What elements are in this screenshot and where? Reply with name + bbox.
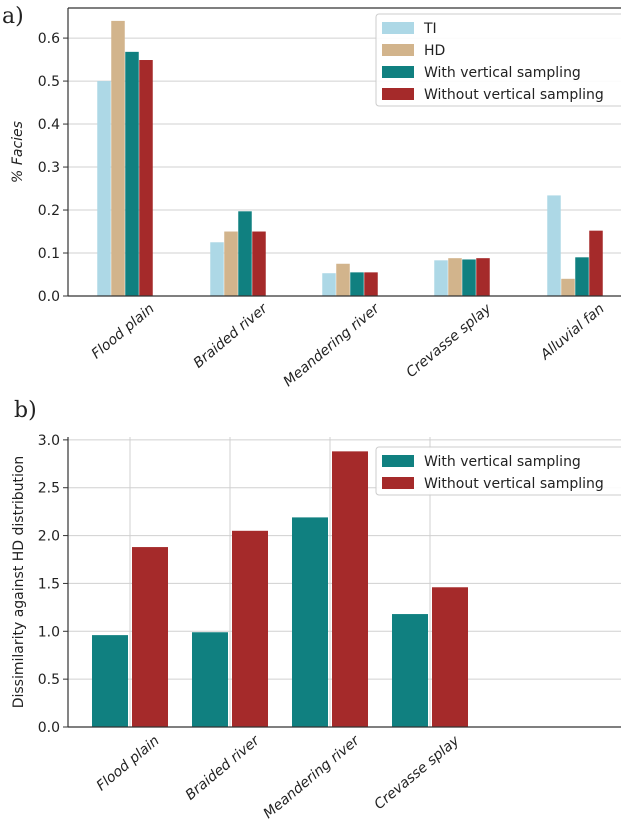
chart-a-ytick-label: 0.2 [38, 203, 60, 219]
chart-b-bar-without-vertical-sampling-meandering-river [332, 451, 368, 727]
chart-a-bar-ti-crevasse-splay [434, 260, 448, 296]
chart-a-legend-label-with-vertical-sampling: With vertical sampling [424, 65, 581, 81]
chart-a-bar-without-vertical-sampling-meandering-river [364, 272, 378, 296]
chart-b-ytick-label: 1.5 [38, 576, 60, 592]
chart-a-ytick-label: 0.4 [38, 117, 60, 133]
chart-b-ytick-label: 2.0 [38, 529, 60, 545]
chart-b-xtick-label-braided-river: Braided river [183, 732, 264, 804]
chart-b-legend-swatch-without-vertical-sampling [382, 477, 414, 489]
chart-b-xtick-label-crevasse-splay: Crevasse splay [371, 732, 463, 813]
chart-a-bar-ti-alluvial-fan [547, 195, 561, 296]
chart-b-ytick-label: 3.0 [38, 433, 60, 449]
chart-a-xtick-label-crevasse-splay: Crevasse splay [403, 300, 495, 381]
chart-a-legend-swatch-with-vertical-sampling [382, 66, 414, 78]
chart-b-ytick-label: 2.5 [38, 481, 60, 497]
panel-a-label: a) [2, 4, 24, 29]
chart-a-legend-box [375, 13, 621, 107]
chart-b-ytick-label: 1.0 [38, 624, 60, 640]
chart-b-legend-label-without-vertical-sampling: Without vertical sampling [424, 476, 604, 492]
chart-b-bar-without-vertical-sampling-braided-river [232, 530, 268, 727]
chart-a-bar-hd-crevasse-splay [448, 258, 462, 296]
chart-b-bar-without-vertical-sampling-flood-plain [132, 547, 168, 727]
chart-b-bar-with-vertical-sampling-crevasse-splay [392, 614, 428, 727]
chart-a-legend-swatch-ti [382, 22, 414, 34]
chart-a-bar-without-vertical-sampling-crevasse-splay [476, 258, 490, 296]
chart-a-bar-with-vertical-sampling-alluvial-fan [575, 257, 589, 296]
chart-a-legend: TI HD With vertical sampling Without vertic… [375, 13, 621, 107]
chart-b-bar-without-vertical-sampling-crevasse-splay [432, 587, 468, 727]
chart-a-ylabel: % Facies [10, 121, 26, 183]
chart-b-legend-box [375, 446, 621, 496]
chart-a-bar-with-vertical-sampling-flood-plain [125, 51, 139, 297]
chart-b-legend-swatch-with-vertical-sampling [382, 455, 414, 467]
chart-b-xtick-label-meandering-river: Meandering river [261, 732, 364, 822]
chart-a-bar-with-vertical-sampling-meandering-river [350, 272, 364, 296]
panel-b-label: b) [14, 398, 37, 423]
chart-a-legend-label-hd: HD [424, 43, 445, 59]
chart-a-xtick-label-meandering-river: Meandering river [281, 300, 384, 390]
chart-a-bar-ti-meandering-river [322, 273, 336, 296]
chart-a-bar-hd-meandering-river [336, 263, 350, 296]
chart-a-legend-label-ti: TI [423, 21, 437, 37]
chart-b-legend: With vertical sampling Without vertical s… [375, 446, 621, 496]
chart-a-ytick-label: 0.1 [38, 246, 60, 262]
chart-a-bar-hd-flood-plain [111, 20, 125, 297]
chart-a-xtick-label-braided-river: Braided river [191, 300, 272, 372]
chart-a-bar-with-vertical-sampling-crevasse-splay [462, 259, 476, 296]
chart-a-ytick-label: 0.0 [38, 289, 60, 305]
chart-a: 0.0 0.1 0.2 0.3 0.4 0.5 0.6 Flood plain Braided … [10, 7, 621, 390]
chart-a-bar-ti-braided-river [210, 242, 224, 296]
chart-a-xtick-label-alluvial-fan: Alluvial fan [537, 301, 608, 364]
chart-a-legend-swatch-hd [382, 44, 414, 56]
chart-a-legend-label-without-vertical-sampling: Without vertical sampling [424, 87, 604, 103]
chart-b-xtick-label-flood-plain: Flood plain [94, 733, 163, 794]
chart-b: 0.0 0.5 1.0 1.5 2.0 2.5 3.0 Flood plain Braided … [11, 433, 621, 822]
chart-a-bar-without-vertical-sampling-braided-river [252, 231, 266, 296]
chart-b-ytick-label: 0.5 [38, 672, 60, 688]
chart-a-bar-hd-alluvial-fan [561, 278, 575, 296]
chart-b-ylabel: Dissimilarity against HD distribution [11, 456, 27, 709]
chart-b-legend-label-with-vertical-sampling: With vertical sampling [424, 454, 581, 470]
chart-a-legend-swatch-without-vertical-sampling [382, 88, 414, 100]
chart-b-bar-with-vertical-sampling-flood-plain [92, 635, 128, 727]
chart-b-bar-with-vertical-sampling-braided-river [192, 632, 228, 727]
chart-b-bar-with-vertical-sampling-meandering-river [292, 517, 328, 727]
chart-a-bar-without-vertical-sampling-flood-plain [139, 60, 153, 297]
chart-a-bar-hd-braided-river [224, 231, 238, 296]
chart-a-bar-ti-flood-plain [97, 81, 111, 297]
chart-a-bar-without-vertical-sampling-alluvial-fan [589, 230, 603, 296]
chart-b-ytick-label: 0.0 [38, 720, 60, 736]
chart-a-ytick-label: 0.3 [38, 160, 60, 176]
chart-a-bar-with-vertical-sampling-braided-river [238, 211, 252, 296]
chart-a-xtick-label-flood-plain: Flood plain [89, 301, 158, 362]
chart-a-ytick-label: 0.6 [38, 31, 60, 47]
chart-a-ytick-label: 0.5 [38, 74, 60, 90]
